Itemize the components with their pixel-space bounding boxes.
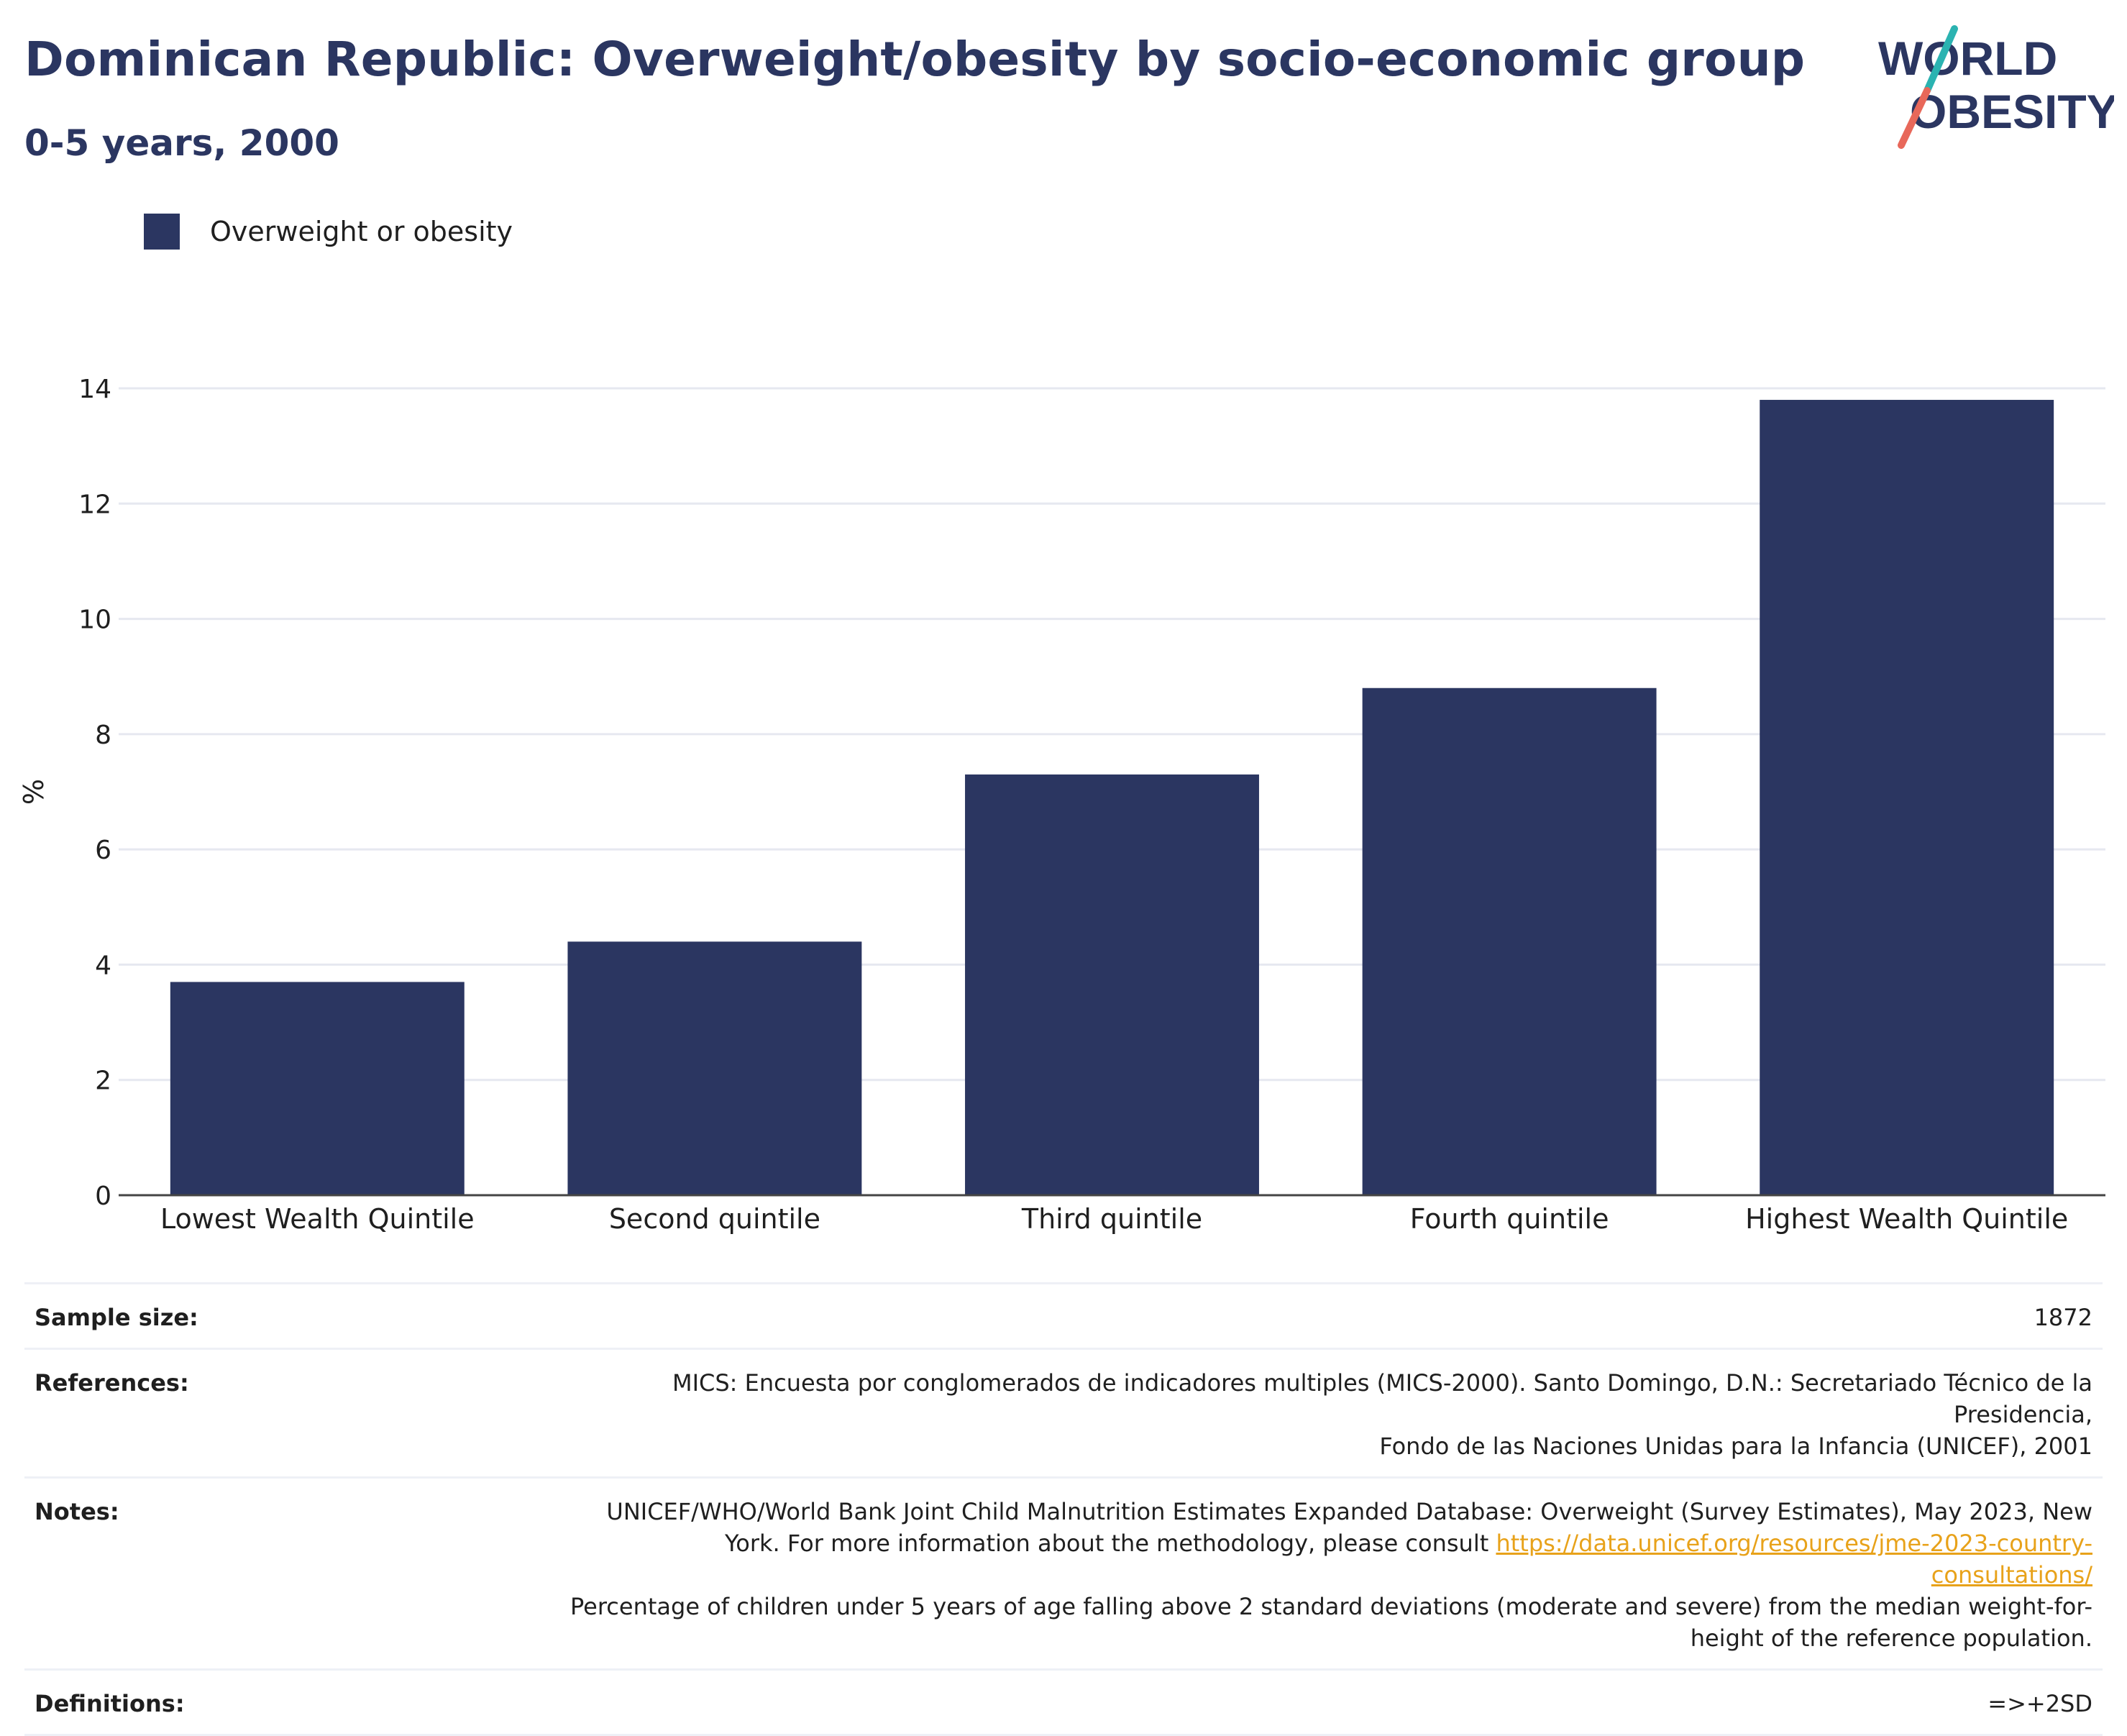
notes-row: Notes: UNICEF/WHO/World Bank Joint Child… [24,1476,2103,1668]
y-axis-ticks: 0 2 4 6 8 10 12 14 [78,375,111,1211]
notes-line-3: Percentage of children under 5 years of … [570,1593,2092,1620]
legend-label: Overweight or obesity [210,216,513,247]
y-tick-label: 14 [78,375,111,404]
bar-chart: 0 2 4 6 8 10 12 14 Lowest Wealth Quintile Second… [18,375,2105,1235]
y-tick-label: 12 [78,490,111,519]
definitions-label: Definitions: [35,1690,185,1717]
x-tick-label: Highest Wealth Quintile [1745,1203,2068,1235]
logo-slash-teal [1924,25,1958,94]
notes-line-4: height of the reference population. [1690,1625,2092,1652]
references-value: MICS: Encuesta por conglomerados de indi… [568,1367,2092,1462]
logo-slash-coral [1898,87,1931,149]
x-tick-label: Lowest Wealth Quintile [160,1203,475,1235]
definitions-row: Definitions: =>+2SD [24,1668,2103,1736]
sample-size-label: Sample size: [35,1304,198,1331]
bars [170,400,2054,1195]
y-tick-label: 10 [78,606,111,635]
bar [965,774,1259,1195]
x-axis-ticks: Lowest Wealth Quintile Second quintile Thi… [160,1203,2068,1235]
chart-subtitle: 0-5 years, 2000 [24,122,339,164]
logo-word-world: WORLD [1878,32,2057,85]
x-tick-label: Fourth quintile [1410,1203,1609,1235]
notes-line-1: UNICEF/WHO/World Bank Joint Child Malnut… [606,1498,2092,1525]
y-tick-label: 2 [95,1066,111,1096]
notes-value: UNICEF/WHO/World Bank Joint Child Malnut… [568,1496,2092,1654]
notes-methodology-link[interactable]: https://data.unicef.org/resources/jme-20… [1496,1530,2092,1589]
x-tick-label: Third quintile [1021,1203,1202,1235]
bar [1362,687,1657,1195]
y-axis-label: % [18,779,50,805]
x-tick-label: Second quintile [609,1203,820,1235]
references-label: References: [35,1369,189,1397]
bar [170,982,465,1195]
references-row: References: MICS: Encuesta por conglomer… [24,1348,2103,1476]
bar [1760,400,2054,1195]
references-line-2: Fondo de las Naciones Unidas para la Inf… [1379,1433,2092,1460]
y-tick-label: 6 [95,836,111,865]
sample-size-row: Sample size: 1872 [24,1282,2103,1348]
world-obesity-logo: WORLD OBESITY [1878,25,2114,149]
chart-title: Dominican Republic: Overweight/obesity b… [24,32,1806,87]
bar [567,941,862,1195]
y-tick-label: 0 [95,1182,111,1211]
references-line-1: MICS: Encuesta por conglomerados de indi… [672,1369,2092,1428]
notes-label: Notes: [35,1498,119,1525]
sample-size-value: 1872 [2034,1304,2092,1331]
y-tick-label: 8 [95,721,111,750]
info-table: Sample size: 1872 References: MICS: Encu… [24,1282,2103,1736]
logo-word-obesity: OBESITY [1910,85,2114,138]
notes-line-2: York. For more information about the met… [724,1530,1496,1557]
y-tick-label: 4 [95,951,111,980]
legend: Overweight or obesity [144,214,513,250]
legend-swatch [144,214,180,250]
definitions-value: =>+2SD [1988,1690,2092,1717]
